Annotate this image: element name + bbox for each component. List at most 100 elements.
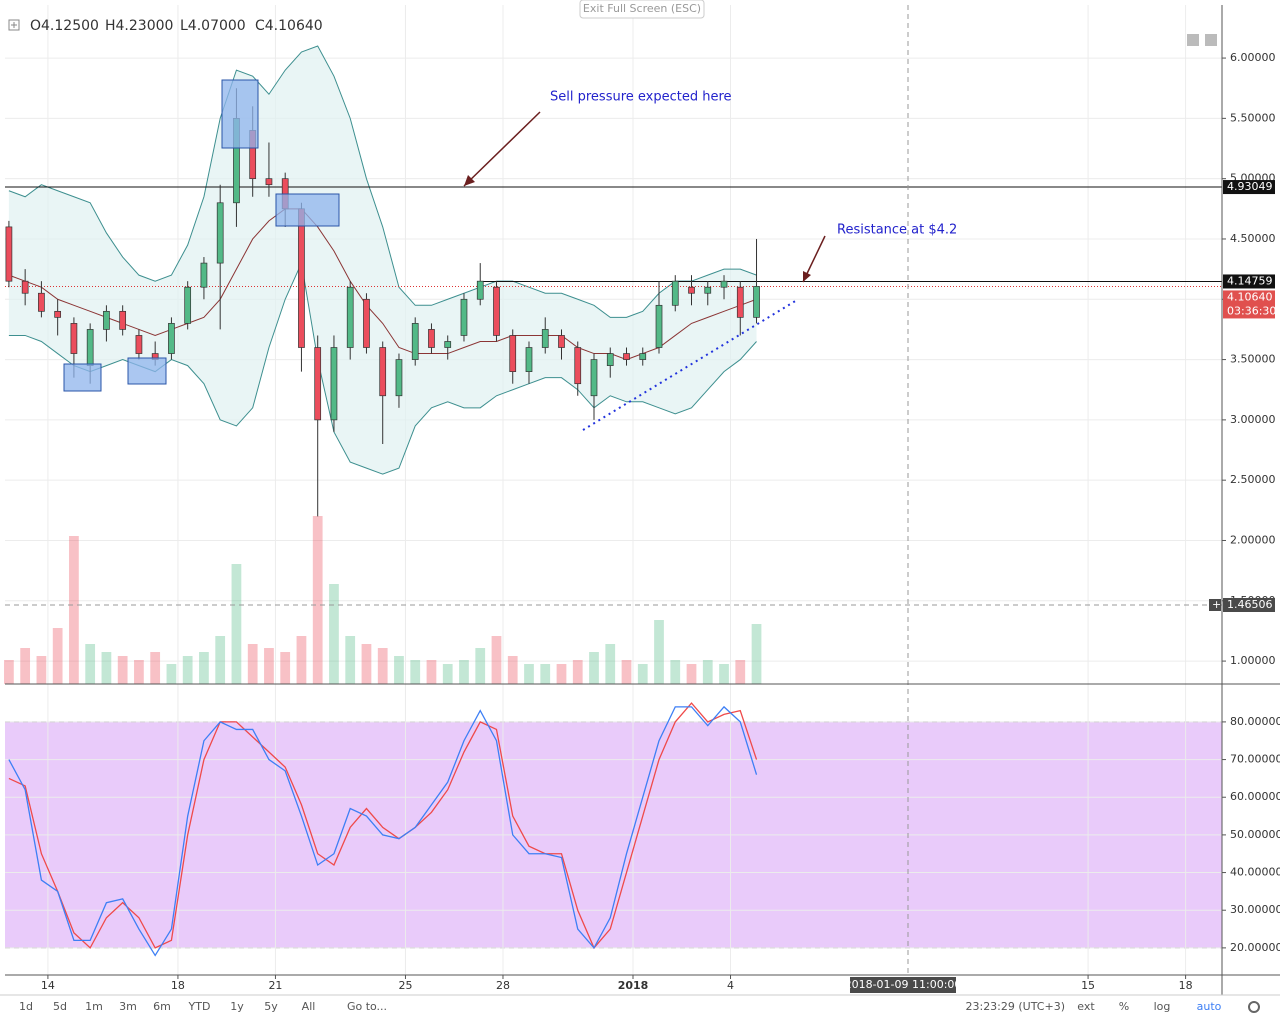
- candle-body: [119, 310, 127, 330]
- volume-bar: [52, 628, 63, 684]
- scroll-icon[interactable]: [1205, 34, 1217, 46]
- volume-bar: [719, 664, 729, 684]
- candle-body: [525, 347, 533, 372]
- candle-body: [168, 323, 175, 354]
- candle-body: [476, 280, 484, 300]
- toolbar-button[interactable]: 1y: [230, 1000, 244, 1013]
- volume-bar: [134, 660, 144, 684]
- crosshair-x-tag: [849, 977, 956, 993]
- volume-bar: [459, 660, 469, 684]
- volume-bar: [556, 664, 567, 684]
- volume-bar: [101, 652, 112, 684]
- volume-bar: [150, 652, 161, 684]
- volume-bar: [507, 656, 518, 684]
- toolbar-button[interactable]: 1m: [85, 1000, 103, 1013]
- y2-tick-label: 30.00000: [1230, 903, 1280, 916]
- last-price-tag: [1223, 290, 1275, 319]
- settings-icon[interactable]: [1248, 1001, 1260, 1013]
- volume-bar: [654, 620, 664, 684]
- volume-bar: [491, 636, 502, 684]
- volume-bar: [394, 656, 404, 684]
- toolbar-button[interactable]: 1d: [19, 1000, 33, 1013]
- candle-body: [493, 286, 500, 336]
- x-tick-label: 4: [727, 979, 734, 992]
- candle-body: [395, 359, 403, 397]
- toolbar-button[interactable]: All: [302, 1000, 316, 1013]
- volume-bar: [540, 664, 551, 684]
- countdown: 03:36:30: [1227, 304, 1276, 317]
- collapse-icon[interactable]: [8, 19, 20, 31]
- y-tick-label: 1.00000: [1230, 654, 1276, 667]
- candle-body: [460, 298, 468, 336]
- volume-bar: [735, 660, 746, 684]
- volume-bar: [524, 664, 534, 684]
- volume-bar: [312, 516, 323, 684]
- candle-body: [216, 202, 224, 264]
- candle-body: [135, 335, 143, 354]
- volume-bar: [215, 636, 226, 684]
- y-tick-label: 3.00000: [1230, 413, 1276, 426]
- scroll-icon[interactable]: [1187, 34, 1199, 46]
- option-button[interactable]: %: [1119, 1000, 1129, 1013]
- level-tag: [1223, 180, 1275, 195]
- exit-fullscreen[interactable]: [579, 0, 705, 19]
- option-button[interactable]: auto: [1197, 1000, 1222, 1013]
- y-tick-label: 2.50000: [1230, 473, 1276, 486]
- candle-body: [70, 323, 78, 354]
- toolbar-button[interactable]: YTD: [188, 1000, 211, 1013]
- x-tick-label: 18: [1179, 979, 1193, 992]
- volume-bar: [637, 664, 648, 684]
- y-tick-label: 3.50000: [1230, 353, 1276, 366]
- toolbar-button[interactable]: Go to...: [347, 1000, 387, 1013]
- volume-bar: [296, 636, 307, 684]
- candle-body: [54, 310, 62, 318]
- candle-body: [298, 208, 305, 348]
- x-tick-label: 2018: [618, 979, 649, 992]
- annotation: Sell pressure expected here: [550, 90, 732, 105]
- highlight-box: [127, 357, 167, 385]
- volume-bar: [670, 660, 681, 684]
- band-middle: [8, 208, 757, 361]
- level-label: 4.14759: [1227, 274, 1273, 287]
- volume-bar: [264, 648, 274, 684]
- highlight-box: [275, 193, 340, 227]
- candle-body: [330, 347, 338, 421]
- y-tick-label: 5.50000: [1230, 111, 1276, 124]
- candle-body: [346, 286, 354, 348]
- option-button[interactable]: log: [1154, 1000, 1171, 1013]
- volume-bar: [117, 656, 128, 684]
- candle-body: [379, 347, 387, 397]
- candle-body: [753, 286, 760, 318]
- level-label: 4.93049: [1227, 180, 1273, 193]
- volume-bar: [182, 656, 193, 684]
- volume-bar: [166, 664, 177, 684]
- option-button[interactable]: ext: [1077, 1000, 1095, 1013]
- arrow-head: [803, 271, 811, 282]
- volume-bar: [686, 664, 697, 684]
- plot: [4, 5, 1222, 975]
- candle-body: [428, 329, 435, 348]
- ohlc-open: O4.12500: [30, 18, 99, 34]
- volume-bar: [85, 644, 96, 684]
- toolbar-button[interactable]: 3m: [119, 1000, 137, 1013]
- toolbar-button[interactable]: 5y: [264, 1000, 278, 1013]
- candle-body: [509, 335, 517, 372]
- volume-bar: [751, 624, 762, 684]
- volume-bar: [345, 636, 356, 684]
- volume-bar: [572, 660, 583, 684]
- candle-body: [541, 329, 549, 348]
- y-tick-label: 2.00000: [1230, 533, 1276, 546]
- crosshair-y-label: 1.46506: [1227, 598, 1273, 611]
- toolbar-button[interactable]: 6m: [153, 1000, 171, 1013]
- crosshair-x-label: 2018-01-09 11:00:00: [845, 978, 962, 991]
- y2-tick-label: 40.00000: [1230, 866, 1280, 879]
- volume-bar: [199, 652, 209, 684]
- candle-body: [314, 347, 322, 421]
- x-tick-label: 28: [496, 979, 510, 992]
- y-tick-label: 6.00000: [1230, 51, 1276, 64]
- toolbar-button[interactable]: 5d: [53, 1000, 67, 1013]
- highlight-box: [63, 363, 102, 392]
- y2-tick-label: 80.00000: [1230, 715, 1280, 728]
- level-tag: [1223, 274, 1275, 289]
